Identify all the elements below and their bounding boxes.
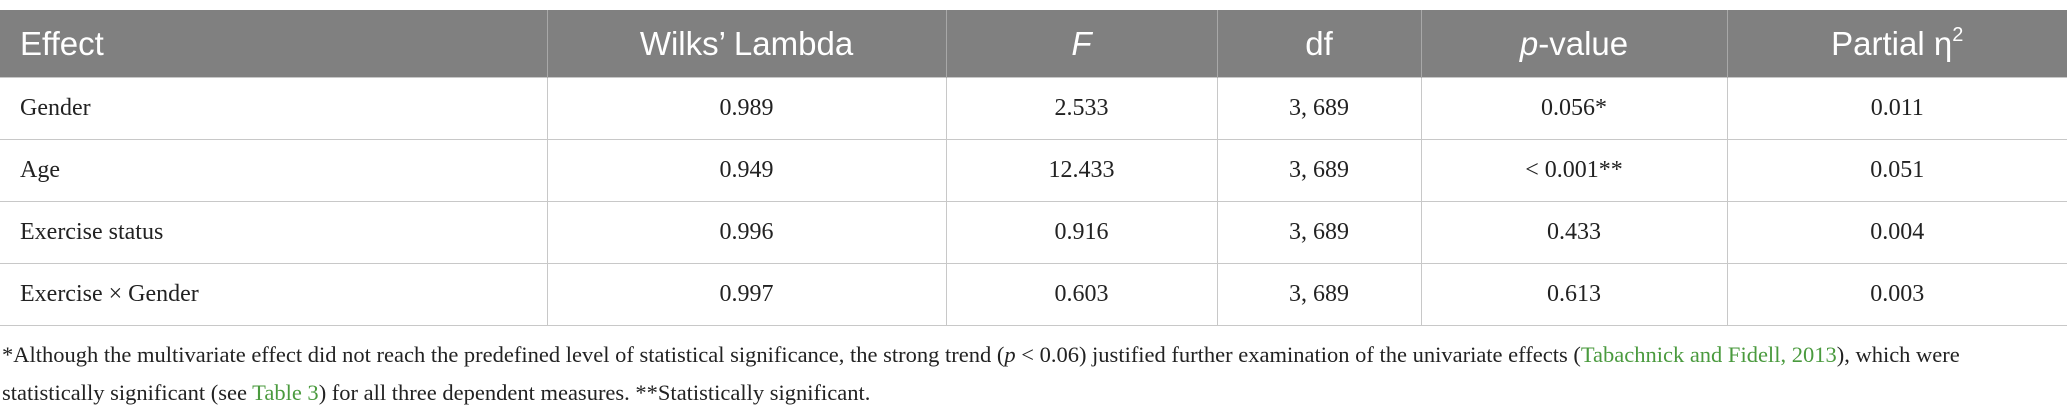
superscript: 2	[1952, 23, 1964, 46]
footnote-text: ), which were statistically significant …	[2, 342, 1960, 405]
table-cell: 0.916	[945, 201, 1218, 264]
header-cell: Wilks’ Lambda	[547, 10, 947, 78]
table-row: Exercise × Gender 0.997 0.603 3, 689 0.613 0.…	[0, 263, 2067, 326]
footnote-text: *Although the multivariate effect did no…	[2, 342, 1005, 367]
footnote-text: < 0.06) justified further examination of…	[1015, 342, 1581, 367]
table-cell: 2.533	[945, 77, 1218, 140]
footnote: *Although the multivariate effect did no…	[2, 336, 2062, 412]
table-cell: 0.603	[945, 263, 1218, 326]
table-cell: 0.989	[546, 77, 947, 140]
table-cell: 0.949	[546, 139, 947, 202]
header-cell: F	[946, 10, 1218, 78]
header-cell: df	[1217, 10, 1422, 78]
header-cell: Partial η2	[1727, 10, 2067, 78]
table-cell: 0.996	[546, 201, 947, 264]
footnote-text: p	[1004, 342, 1016, 367]
table-cell: 3, 689	[1216, 201, 1422, 264]
header-cell: p-value	[1421, 10, 1728, 78]
table-cell: 0.613	[1420, 263, 1728, 326]
table-cell: < 0.001**	[1420, 139, 1728, 202]
results-table: Effect Wilks’ Lambda F df p-value Partia…	[0, 10, 2067, 326]
table-cell: 0.051	[1726, 139, 2067, 202]
row-label: Age	[0, 139, 548, 202]
header-text: F	[1071, 24, 1092, 62]
table-cell: 0.004	[1726, 201, 2067, 264]
table-cell: 0.011	[1726, 77, 2067, 140]
table-row: Gender 0.989 2.533 3, 689 0.056* 0.011	[0, 77, 2067, 140]
citation-link[interactable]: Tabachnick and Fidell, 2013	[1580, 342, 1837, 367]
table-row: Age 0.949 12.433 3, 689 < 0.001** 0.051	[0, 139, 2067, 202]
header-cell: Effect	[0, 10, 548, 78]
row-label: Gender	[0, 77, 548, 140]
table-cell: 12.433	[945, 139, 1218, 202]
table-cell: 3, 689	[1216, 77, 1422, 140]
table-cell: 0.003	[1726, 263, 2067, 326]
header-row: Effect Wilks’ Lambda F df p-value Partia…	[0, 10, 2067, 78]
table-cell: 3, 689	[1216, 139, 1422, 202]
footnote-text: ) for all three dependent measures. **St…	[318, 380, 871, 405]
table-cell: 0.997	[546, 263, 947, 326]
row-label: Exercise × Gender	[0, 263, 548, 326]
table-row: Exercise status 0.996 0.916 3, 689 0.433 0.00…	[0, 201, 2067, 264]
header-text: Partial η	[1831, 24, 1953, 62]
header-text: -value	[1538, 24, 1629, 62]
table-cell: 0.433	[1420, 201, 1728, 264]
table-cell: 3, 689	[1216, 263, 1422, 326]
table-cell: 0.056*	[1420, 77, 1728, 140]
row-label: Exercise status	[0, 201, 548, 264]
table-link[interactable]: Table 3	[252, 380, 319, 405]
header-text: p	[1519, 24, 1539, 62]
